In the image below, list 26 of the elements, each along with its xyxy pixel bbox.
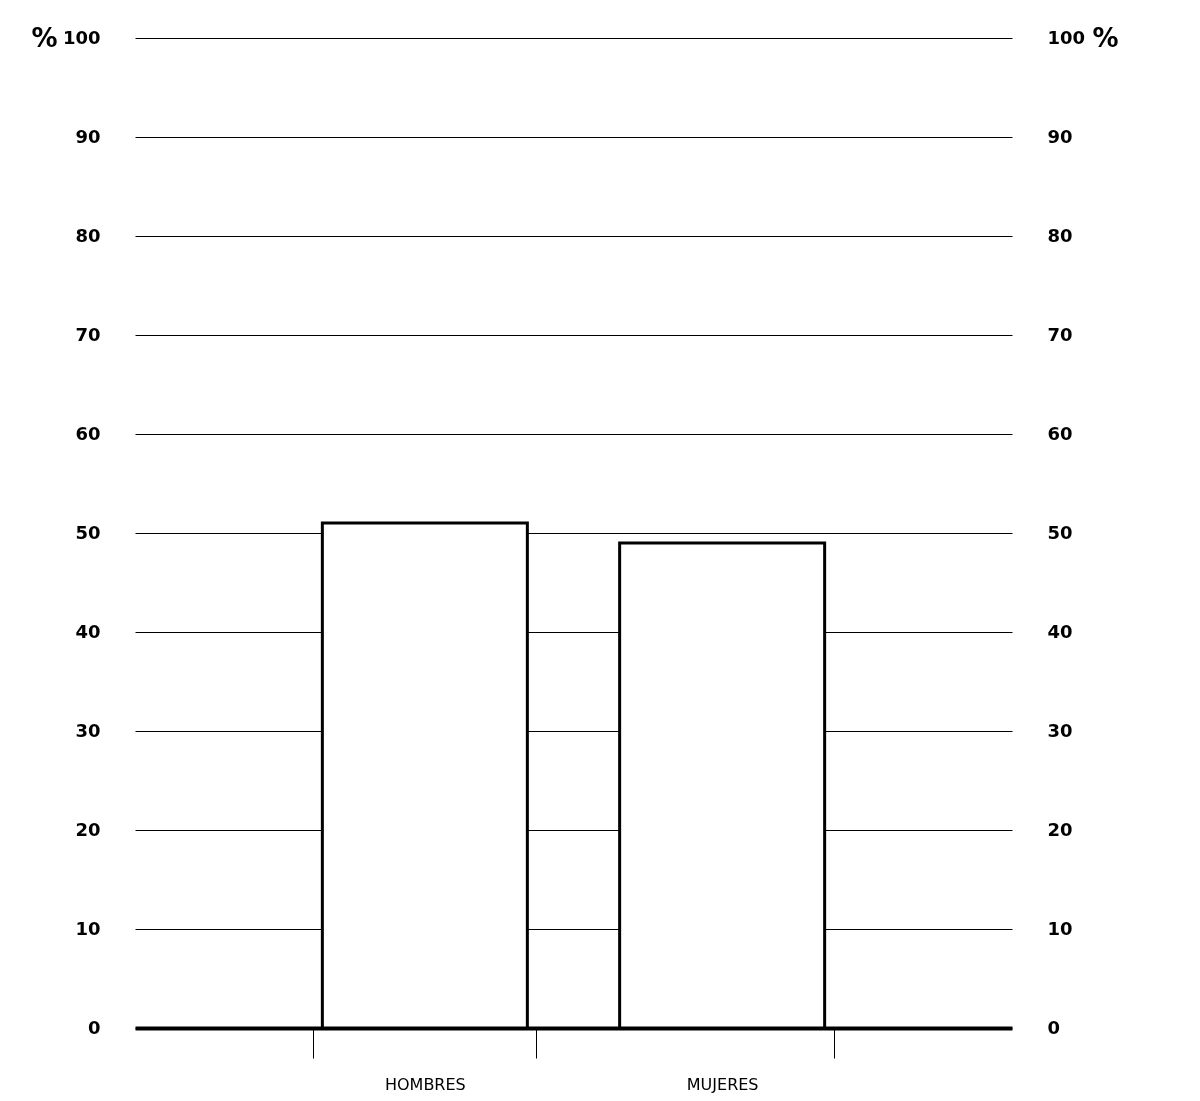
y-tick-label: 40 xyxy=(75,620,101,642)
x-tick-label: MUJERES xyxy=(686,1074,759,1094)
y2-tick-label: 0 xyxy=(1047,1016,1061,1038)
y-tick-label: 80 xyxy=(75,224,101,246)
y-tick-label: 90 xyxy=(75,125,101,147)
y-tick-label: 100 xyxy=(62,26,101,48)
y2-tick-label: 90 xyxy=(1047,125,1073,147)
y-axis-title: % xyxy=(31,22,58,53)
y2-tick-label: 100 xyxy=(1047,26,1086,48)
y-tick-label: 10 xyxy=(75,917,101,939)
x-tick-label: HOMBRES xyxy=(384,1074,466,1094)
y2-tick-label: 50 xyxy=(1047,521,1073,543)
y2-axis-title: % xyxy=(1092,22,1119,53)
y2-tick-label: 20 xyxy=(1047,818,1073,840)
y2-tick-label: 60 xyxy=(1047,422,1073,444)
y-tick-label: 70 xyxy=(75,323,101,345)
y-tick-label: 60 xyxy=(75,422,101,444)
y2-tick-label: 70 xyxy=(1047,323,1073,345)
y2-tick-label: 30 xyxy=(1047,719,1073,741)
y2-tick-label: 80 xyxy=(1047,224,1073,246)
y2-tick-label: 10 xyxy=(1047,917,1073,939)
y-tick-label: 0 xyxy=(87,1016,101,1038)
y-tick-label: 20 xyxy=(75,818,101,840)
y2-tick-label: 40 xyxy=(1047,620,1073,642)
y-tick-label: 30 xyxy=(75,719,101,741)
y-tick-label: 50 xyxy=(75,521,101,543)
